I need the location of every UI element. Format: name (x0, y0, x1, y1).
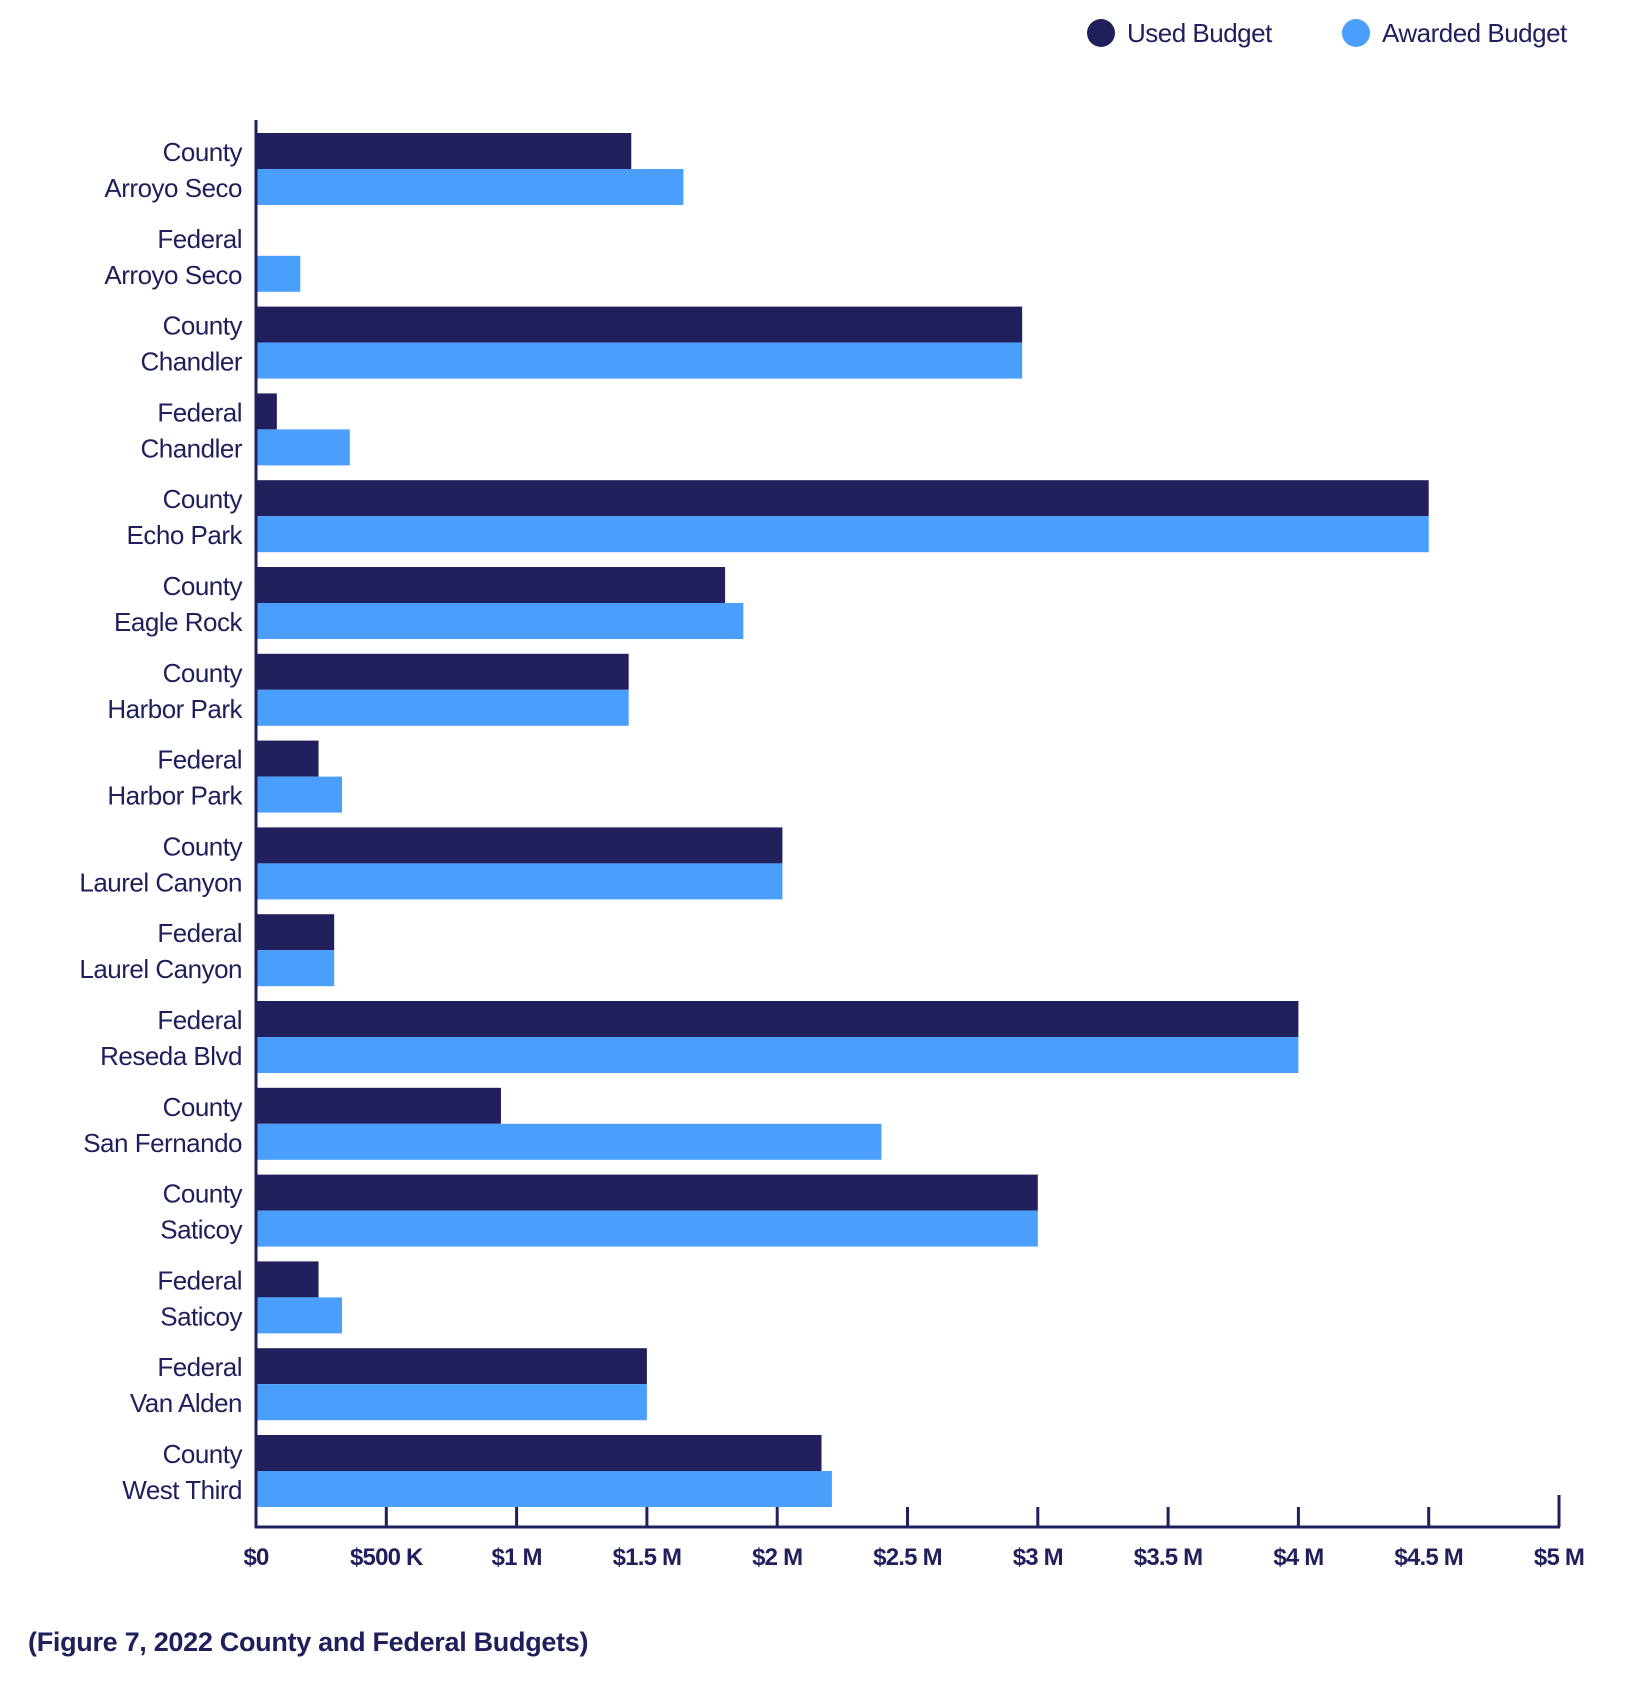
x-tick-label: $2 M (752, 1544, 802, 1571)
category-label-type: County (163, 137, 243, 167)
awarded-budget-bar (256, 776, 342, 813)
category-label-type: Federal (157, 224, 242, 254)
awarded-budget-legend-label: Awarded Budget (1382, 18, 1568, 48)
category-label-location: Laurel Canyon (79, 867, 242, 897)
category-label-location: Harbor Park (107, 781, 243, 811)
category-label-type: County (163, 831, 243, 861)
used-budget-bar (256, 1435, 822, 1471)
category-label-location: Eagle Rock (114, 607, 243, 637)
used-budget-legend-dot (1087, 19, 1115, 47)
awarded-budget-bar (256, 169, 684, 205)
category-label-location: Van Alden (130, 1388, 242, 1418)
category-label-location: San Fernando (83, 1128, 242, 1158)
x-tick-label: $3.5 M (1134, 1544, 1203, 1571)
x-tick-label: $1 M (492, 1544, 542, 1571)
category-label-location: Harbor Park (107, 694, 243, 724)
category-label-location: Arroyo Seco (104, 173, 242, 203)
x-axis-ticks: $0 $500 K $1 M $1.5 M $2 M $2.5 M $3 M $3.5 M $4… (243, 1495, 1585, 1571)
x-tick-label: $5 M (1534, 1544, 1584, 1571)
x-tick-label: $500 K (350, 1544, 424, 1571)
category-label-location: West Third (122, 1475, 242, 1505)
x-tick-label: $2.5 M (873, 1544, 942, 1571)
category-label-location: Chandler (140, 433, 242, 463)
awarded-budget-bar (256, 950, 335, 987)
awarded-budget-bar (256, 342, 1023, 379)
used-budget-legend-label: Used Budget (1127, 18, 1273, 48)
x-tick-label: $4 M (1273, 1544, 1323, 1571)
category-label-location: Reseda Blvd (100, 1041, 242, 1071)
category-label-type: County (163, 311, 243, 341)
used-budget-bar (256, 653, 629, 690)
figure-caption: (Figure 7, 2022 County and Federal Budge… (28, 1627, 588, 1657)
used-budget-bar (256, 393, 277, 430)
used-budget-bar (256, 480, 1429, 517)
awarded-budget-bar (256, 1037, 1299, 1073)
category-label-type: County (163, 1439, 243, 1469)
category-label-type: Federal (157, 745, 242, 775)
category-label-type: Federal (157, 397, 242, 427)
category-label-type: Federal (157, 1352, 242, 1382)
used-budget-bar (256, 1348, 647, 1385)
category-label-type: County (163, 484, 243, 514)
awarded-budget-bar (256, 603, 744, 639)
used-budget-bar (256, 567, 726, 603)
category-label-type: County (163, 1179, 243, 1209)
used-budget-bar (256, 133, 632, 169)
chart-bars (256, 133, 1429, 1507)
chart-legend: Used Budget Awarded Budget (1087, 18, 1569, 48)
used-budget-bar (256, 1087, 501, 1124)
category-label-type: County (163, 1092, 243, 1122)
category-label-type: County (163, 658, 243, 688)
category-label-location: Laurel Canyon (79, 954, 242, 984)
awarded-budget-bar (256, 429, 350, 466)
category-label-location: Chandler (140, 347, 242, 377)
awarded-budget-bar (256, 1210, 1038, 1247)
category-label-type: Federal (157, 918, 242, 948)
awarded-budget-bar (256, 516, 1429, 553)
awarded-budget-legend-dot (1342, 19, 1370, 47)
awarded-budget-bar (256, 1471, 832, 1507)
awarded-budget-bar (256, 689, 629, 726)
x-tick-label: $1.5 M (613, 1544, 682, 1571)
category-label-type: Federal (157, 1005, 242, 1035)
used-budget-bar (256, 1001, 1299, 1037)
category-label-location: Saticoy (160, 1215, 242, 1245)
used-budget-bar (256, 740, 319, 777)
x-tick-label: $4.5 M (1394, 1544, 1463, 1571)
used-budget-bar (256, 1174, 1038, 1211)
category-label-location: Arroyo Seco (104, 260, 242, 290)
awarded-budget-bar (256, 1297, 342, 1334)
x-tick-label: $3 M (1013, 1544, 1063, 1571)
used-budget-bar (256, 914, 335, 951)
category-label-type: Federal (157, 1265, 242, 1295)
x-tick-label: $0 (243, 1544, 269, 1571)
category-label-type: County (163, 571, 243, 601)
used-budget-bar (256, 1261, 319, 1298)
awarded-budget-bar (256, 863, 783, 900)
awarded-budget-bar (256, 1123, 882, 1160)
used-budget-bar (256, 827, 783, 864)
used-budget-bar (256, 306, 1023, 343)
category-label-location: Saticoy (160, 1301, 242, 1331)
awarded-budget-bar (256, 1384, 647, 1421)
category-labels: County Arroyo Seco Federal Arroyo Seco Count… (79, 137, 244, 1505)
category-label-location: Echo Park (127, 520, 244, 550)
awarded-budget-bar (256, 255, 301, 292)
